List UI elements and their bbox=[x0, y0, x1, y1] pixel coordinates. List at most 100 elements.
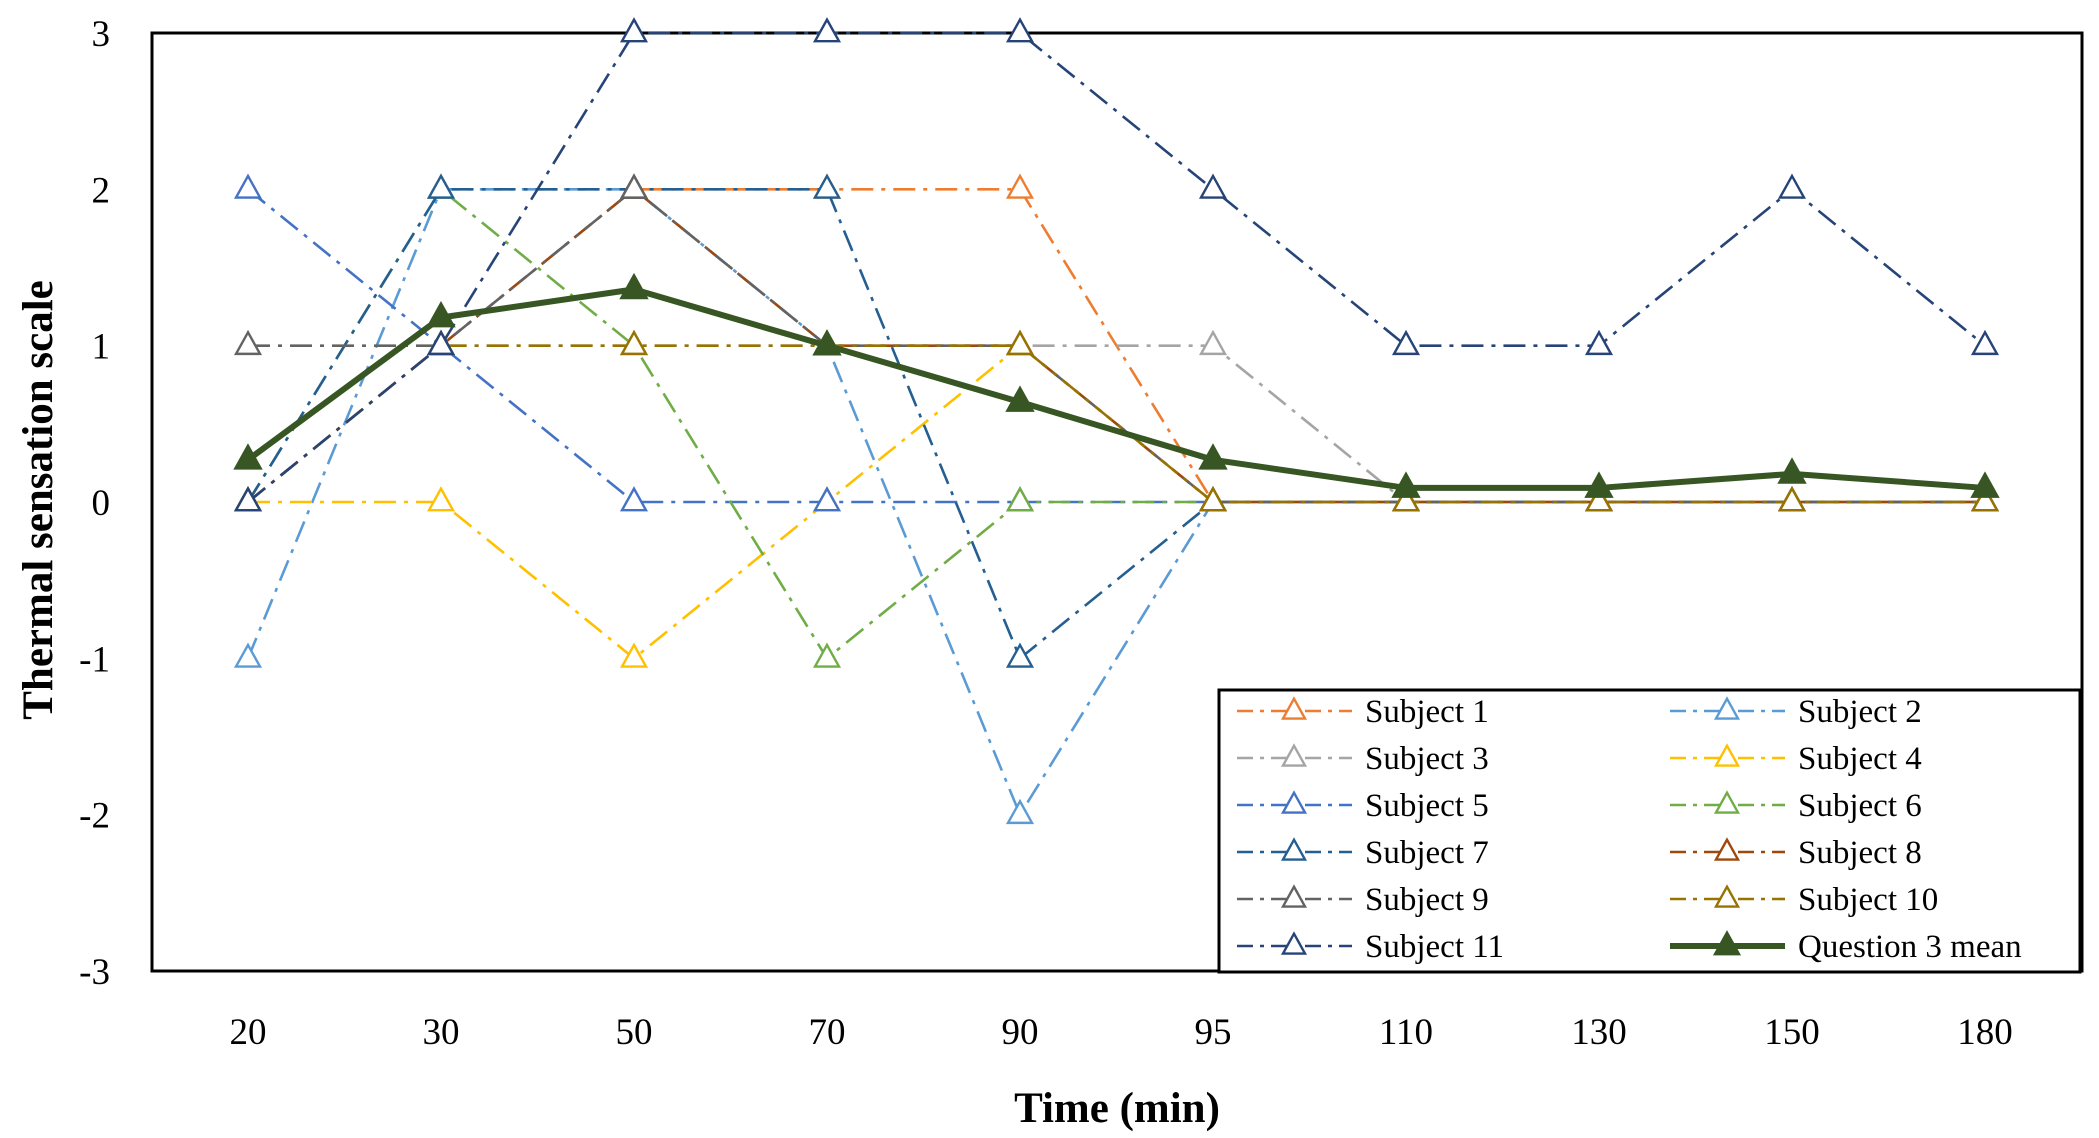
legend-label: Subject 3 bbox=[1365, 741, 1489, 777]
data-point bbox=[233, 642, 263, 668]
data-point bbox=[1391, 471, 1421, 498]
series-layer bbox=[233, 17, 2000, 825]
data-point bbox=[1198, 486, 1228, 512]
y-tick-label: -1 bbox=[79, 639, 110, 680]
series-line-subject-11 bbox=[247, 31, 1986, 504]
data-point bbox=[1198, 173, 1228, 199]
legend-label: Subject 1 bbox=[1365, 694, 1489, 730]
data-point bbox=[233, 329, 263, 356]
data-point bbox=[812, 17, 842, 43]
data-point bbox=[1005, 486, 1035, 512]
data-point bbox=[619, 173, 649, 199]
legend-entry-subject-2: Subject 2 bbox=[1670, 694, 1922, 730]
x-axis-title: Time (min) bbox=[1014, 1085, 1220, 1132]
legend-label: Question 3 mean bbox=[1798, 929, 2022, 965]
data-point bbox=[1777, 486, 1807, 512]
data-point bbox=[233, 173, 263, 199]
data-point bbox=[1584, 486, 1614, 512]
data-point bbox=[619, 17, 649, 43]
legend-entry-subject-3: Subject 3 bbox=[1237, 741, 1489, 777]
data-point bbox=[1970, 329, 2000, 356]
y-tick-label: 2 bbox=[92, 170, 111, 211]
data-point bbox=[619, 272, 649, 300]
data-point bbox=[812, 642, 842, 668]
y-tick-labels: 3 2 1 0 -1 -2 -3 bbox=[79, 14, 110, 993]
data-point bbox=[233, 443, 263, 470]
data-point bbox=[233, 486, 263, 512]
data-point bbox=[1005, 173, 1035, 199]
legend-marker bbox=[1280, 743, 1308, 767]
x-tick-label: 180 bbox=[1957, 1012, 2013, 1053]
legend-label: Subject 7 bbox=[1365, 835, 1489, 871]
data-point bbox=[426, 329, 456, 356]
x-tick-label: 90 bbox=[1002, 1012, 1039, 1053]
y-tick-label: 0 bbox=[92, 483, 111, 524]
x-tick-label: 130 bbox=[1571, 1012, 1627, 1053]
legend-marker bbox=[1713, 790, 1741, 814]
legend-marker bbox=[1280, 884, 1308, 908]
x-tick-label: 50 bbox=[616, 1012, 653, 1053]
series-line-question-3-mean bbox=[246, 286, 1986, 491]
legend-label: Subject 11 bbox=[1365, 929, 1504, 965]
legend-marker bbox=[1713, 696, 1741, 720]
legend-entry-subject-8: Subject 8 bbox=[1670, 835, 1922, 871]
x-tick-label: 95 bbox=[1195, 1012, 1232, 1053]
series-subject-11 bbox=[233, 17, 2000, 512]
legend-label: Subject 9 bbox=[1365, 882, 1489, 918]
data-point bbox=[1970, 471, 2000, 498]
legend-entry-question-3-mean: Question 3 mean bbox=[1670, 929, 2022, 965]
data-point bbox=[1777, 457, 1807, 484]
legend-entry-subject-5: Subject 5 bbox=[1237, 788, 1489, 824]
x-tick-label: 30 bbox=[423, 1012, 460, 1053]
data-point bbox=[1970, 486, 2000, 512]
legend-box bbox=[1217, 688, 2082, 974]
y-tick-label: 3 bbox=[92, 14, 111, 55]
data-point bbox=[1198, 329, 1228, 356]
legend-label: Subject 6 bbox=[1798, 788, 1922, 824]
data-point bbox=[1005, 798, 1035, 825]
series-question-3-mean bbox=[233, 272, 2000, 498]
data-point bbox=[619, 329, 649, 356]
legend-entry-subject-10: Subject 10 bbox=[1670, 882, 1938, 918]
legend-label: Subject 4 bbox=[1798, 741, 1922, 777]
data-point bbox=[1005, 17, 1035, 43]
y-tick-label: 1 bbox=[92, 327, 111, 368]
legend-marker bbox=[1280, 837, 1308, 861]
legend-label: Subject 2 bbox=[1798, 694, 1922, 730]
x-tick-label: 150 bbox=[1764, 1012, 1820, 1053]
data-point bbox=[1198, 443, 1228, 470]
x-tick-label: 110 bbox=[1379, 1012, 1433, 1053]
data-point bbox=[1005, 329, 1035, 356]
data-point bbox=[426, 173, 456, 199]
data-point bbox=[812, 486, 842, 512]
y-tick-label: -2 bbox=[79, 796, 110, 837]
legend-entry-subject-9: Subject 9 bbox=[1237, 882, 1489, 918]
data-point bbox=[1005, 385, 1035, 412]
legend-marker bbox=[1713, 884, 1741, 908]
legend-marker bbox=[1280, 790, 1308, 814]
legend-marker bbox=[1280, 931, 1308, 955]
legend-marker bbox=[1712, 930, 1742, 956]
series-line-subject-10 bbox=[247, 344, 1985, 504]
data-point bbox=[812, 329, 842, 356]
legend-label: Subject 10 bbox=[1798, 882, 1938, 918]
data-point bbox=[1584, 329, 1614, 356]
data-point bbox=[619, 642, 649, 668]
x-tick-label: 70 bbox=[809, 1012, 846, 1053]
data-point bbox=[426, 486, 456, 512]
legend-entry-subject-1: Subject 1 bbox=[1237, 694, 1489, 730]
y-axis-title: Thermal sensation scale bbox=[15, 280, 62, 720]
legend-entry-subject-4: Subject 4 bbox=[1670, 741, 1922, 777]
legend-entry-subject-7: Subject 7 bbox=[1237, 835, 1489, 871]
data-point bbox=[1584, 471, 1614, 498]
legend-marker bbox=[1280, 696, 1308, 720]
legend-entry-subject-11: Subject 11 bbox=[1237, 929, 1504, 965]
x-tick-label: 20 bbox=[230, 1012, 267, 1053]
legend: Subject 1 Subject 2 Subject 3 Subject 4 Subj… bbox=[1217, 688, 2082, 974]
data-point bbox=[1005, 642, 1035, 668]
legend-label: Subject 5 bbox=[1365, 788, 1489, 824]
legend-label: Subject 8 bbox=[1798, 835, 1922, 871]
data-point bbox=[1777, 173, 1807, 199]
